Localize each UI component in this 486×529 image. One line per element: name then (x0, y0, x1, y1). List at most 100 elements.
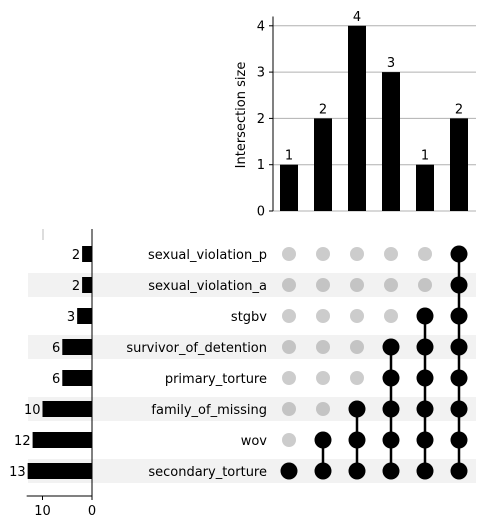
intersection-value-label-5: 1 (421, 149, 429, 164)
set-size-bar-survivor-of-detention (62, 339, 92, 355)
intersection-tick-label-1: 1 (257, 158, 265, 173)
matrix-dot-5-survivor-of-detention (416, 338, 434, 356)
row-band-sexual-violation-a (28, 273, 476, 297)
matrix-dot-6-family-of-missing (450, 400, 468, 418)
intersection-tick-label-2: 2 (257, 112, 265, 127)
intersection-grid (273, 25, 476, 212)
matrix-dot-1-survivor-of-detention (282, 340, 296, 354)
matrix-dot-6-survivor-of-detention (450, 338, 468, 356)
intersection-value-label-2: 2 (319, 102, 327, 117)
matrix-dot-5-family-of-missing (416, 400, 434, 418)
matrix-dot-3-stgbv (350, 309, 364, 323)
intersection-bar-6 (450, 118, 468, 211)
matrix-dot-5-sexual-violation-a (418, 278, 432, 292)
row-band-secondary-torture (28, 459, 476, 483)
intersection-tick-label-0: 0 (257, 205, 265, 220)
matrix-dot-2-survivor-of-detention (316, 340, 330, 354)
intersection-axis: Intersection size 0 1 2 3 4 (234, 16, 274, 220)
set-size-value-sexual-violation-p: 2 (72, 248, 80, 263)
matrix-dot-4-sexual-violation-a (384, 278, 398, 292)
intersection-tick-label-3: 3 (257, 66, 265, 81)
matrix-dot-1-secondary-torture (280, 462, 298, 480)
matrix-dot-6-sexual-violation-a (450, 276, 468, 294)
intersection-bar-1 (280, 164, 298, 211)
set-label-sexual-violation-a: sexual_violation_a (148, 279, 267, 294)
row-band-survivor-of-detention (28, 335, 476, 359)
set-label-wov: wov (241, 434, 268, 449)
matrix-dot-1-sexual-violation-p (282, 247, 296, 261)
set-size-axis: 10 0 (26, 229, 96, 519)
matrix-dot-5-wov (416, 431, 434, 449)
intersection-axis-label: Intersection size (234, 62, 249, 169)
matrix-dot-3-survivor-of-detention (350, 340, 364, 354)
set-label-family-of-missing: family_of_missing (151, 403, 267, 418)
matrix-dot-4-sexual-violation-p (384, 247, 398, 261)
matrix-dot-6-stgbv (450, 307, 468, 325)
set-size-bar-sexual-violation-p (82, 246, 92, 262)
matrix-dot-4-family-of-missing (382, 400, 400, 418)
set-size-value-family-of-missing: 10 (24, 403, 41, 418)
set-size-bar-wov (32, 432, 92, 448)
matrix-dot-3-primary-torture (350, 371, 364, 385)
set-labels: sexual_violation_p sexual_violation_astgb… (126, 248, 267, 480)
matrix-dot-3-secondary-torture (348, 462, 366, 480)
matrix-dot-5-primary-torture (416, 369, 434, 387)
intersection-value-label-4: 3 (387, 56, 395, 71)
matrix-dot-2-sexual-violation-a (316, 278, 330, 292)
matrix-dot-5-stgbv (416, 307, 434, 325)
matrix-dot-2-sexual-violation-p (316, 247, 330, 261)
set-size-bars: 2 2 3 6 6 10 12 13 (9, 246, 92, 480)
intersection-value-label-6: 2 (455, 102, 463, 117)
matrix-dot-4-survivor-of-detention (382, 338, 400, 356)
row-band-family-of-missing (28, 397, 476, 421)
set-size-value-survivor-of-detention: 6 (52, 341, 60, 356)
matrix-dot-1-stgbv (282, 309, 296, 323)
matrix-dot-4-stgbv (384, 309, 398, 323)
set-size-value-stgbv: 3 (67, 310, 75, 325)
matrix-dot-5-sexual-violation-p (418, 247, 432, 261)
matrix-dot-2-stgbv (316, 309, 330, 323)
set-size-bar-family-of-missing (42, 401, 92, 417)
matrix-dot-5-secondary-torture (416, 462, 434, 480)
set-size-value-sexual-violation-a: 2 (72, 279, 80, 294)
intersection-bar-4 (382, 72, 400, 211)
matrix-dot-3-family-of-missing (348, 400, 366, 418)
matrix-dot-3-wov (348, 431, 366, 449)
matrix-dot-1-primary-torture (282, 371, 296, 385)
matrix-dot-6-wov (450, 431, 468, 449)
set-label-sexual-violation-p: sexual_violation_p (148, 248, 267, 263)
matrix-dot-4-wov (382, 431, 400, 449)
set-size-tick-label-10: 10 (34, 504, 51, 519)
matrix-dot-1-family-of-missing (282, 402, 296, 416)
intersection-tick-label-4: 4 (257, 19, 265, 34)
set-size-bar-stgbv (77, 308, 92, 324)
set-size-bar-sexual-violation-a (82, 277, 92, 293)
set-size-bar-primary-torture (62, 370, 92, 386)
set-size-bar-secondary-torture (27, 463, 92, 479)
matrix-dot-1-sexual-violation-a (282, 278, 296, 292)
row-bands (28, 273, 476, 483)
intersection-value-label-3: 4 (353, 10, 361, 25)
intersection-bar-2 (314, 118, 332, 211)
matrix-dot-1-wov (282, 433, 296, 447)
intersection-bars: 1 2 4 3 1 2 (280, 10, 468, 211)
matrix-dot-2-primary-torture (316, 371, 330, 385)
matrix-dot-3-sexual-violation-p (350, 247, 364, 261)
matrix-dot-6-secondary-torture (450, 462, 468, 480)
set-label-survivor-of-detention: survivor_of_detention (126, 341, 267, 356)
set-size-tick-label-0: 0 (88, 504, 96, 519)
matrix-dot-6-sexual-violation-p (450, 245, 468, 263)
set-size-value-secondary-torture: 13 (9, 465, 26, 480)
set-size-value-wov: 12 (14, 434, 31, 449)
intersection-bar-5 (416, 164, 434, 211)
intersection-value-label-1: 1 (285, 149, 293, 164)
set-label-stgbv: stgbv (231, 310, 267, 325)
set-label-primary-torture: primary_torture (165, 372, 267, 387)
matrix-dot-4-secondary-torture (382, 462, 400, 480)
matrix-dot-6-primary-torture (450, 369, 468, 387)
intersection-bar-3 (348, 25, 366, 211)
matrix-dot-2-secondary-torture (314, 462, 332, 480)
set-size-value-primary-torture: 6 (52, 372, 60, 387)
matrix-dot-4-primary-torture (382, 369, 400, 387)
